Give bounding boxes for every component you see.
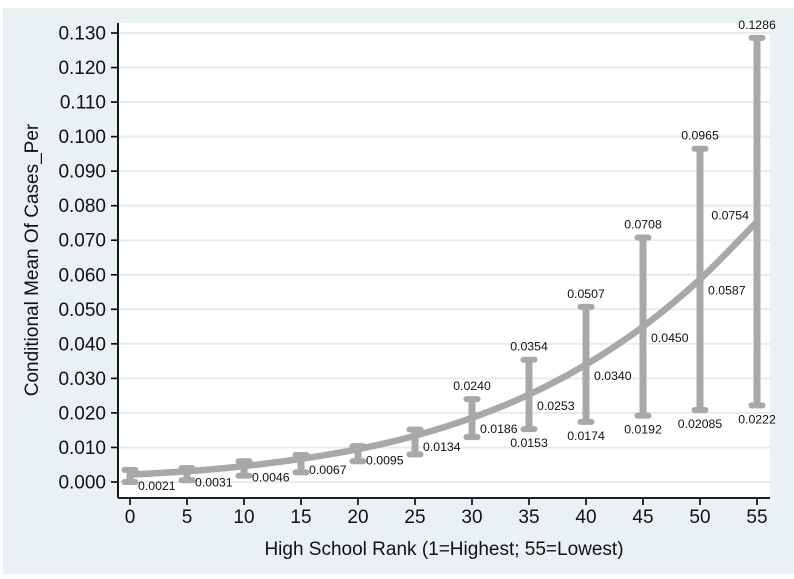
error-bar-cap [520, 426, 538, 433]
mean-value-label: 0.0450 [651, 331, 689, 345]
y-tick-label: 0.090 [58, 162, 106, 183]
y-tick-label: 0.130 [58, 24, 106, 45]
error-bar-cap [178, 477, 196, 484]
y-tick-label: 0.120 [58, 58, 106, 79]
x-tick-label: 55 [746, 507, 767, 528]
error-bar-cap [292, 469, 310, 476]
ci-upper-label: 0.0507 [567, 287, 605, 301]
ci-lower-label: 0.0153 [510, 436, 548, 450]
x-tick-label: 45 [632, 507, 653, 528]
error-bar-cap [577, 418, 595, 425]
y-axis-ticks: 0.000 0.010 0.020 0.030 0.040 0.050 0.060 0.070… [58, 24, 118, 494]
ci-upper-label: 0.0965 [681, 129, 719, 143]
mean-value-label: 0.0031 [195, 476, 233, 490]
ci-upper-label: 0.1286 [738, 18, 776, 32]
y-tick-label: 0.050 [58, 300, 106, 321]
y-tick-label: 0.080 [58, 196, 106, 217]
y-tick-label: 0.000 [58, 473, 106, 494]
y-tick-label: 0.020 [58, 403, 106, 424]
ci-upper-label: 0.0240 [453, 379, 491, 393]
mean-curve [126, 218, 761, 478]
y-tick-label: 0.070 [58, 231, 106, 252]
ci-lower-label: 0.0174 [567, 429, 605, 443]
x-tick-label: 15 [290, 507, 311, 528]
x-tick-label: 0 [125, 507, 136, 528]
error-bar-cap [520, 356, 538, 363]
mean-value-label: 0.0253 [537, 399, 575, 413]
x-tick-label: 20 [347, 507, 368, 528]
x-axis-title: High School Rank (1=Highest; 55=Lowest) [264, 539, 624, 560]
x-tick-label: 10 [233, 507, 254, 528]
y-tick-label: 0.100 [58, 127, 106, 148]
mean-value-label: 0.0134 [423, 440, 461, 454]
error-bar-cap [463, 434, 481, 441]
ci-upper-label: 0.0708 [624, 217, 662, 231]
error-bar-cap [463, 396, 481, 403]
mean-value-label: 0.0587 [708, 284, 746, 298]
y-tick-label: 0.060 [58, 265, 106, 286]
mean-value-label: 0.0021 [138, 479, 176, 493]
x-tick-label: 35 [518, 507, 539, 528]
x-tick-label: 50 [689, 507, 710, 528]
error-bar-cap [691, 406, 709, 413]
error-bar-cap [748, 34, 766, 41]
y-tick-label: 0.110 [60, 93, 106, 114]
error-bar-cap [577, 303, 595, 310]
error-bar-cap [406, 451, 424, 458]
ci-lower-label: 0.0222 [738, 412, 776, 426]
x-tick-label: 40 [575, 507, 596, 528]
error-bar-cap [691, 145, 709, 152]
mean-value-label: 0.0186 [480, 422, 518, 436]
y-tick-label: 0.010 [58, 438, 106, 459]
x-tick-label: 25 [404, 507, 425, 528]
mean-value-label: 0.0046 [252, 470, 290, 484]
x-tick-label: 5 [182, 507, 193, 528]
y-tick-label: 0.040 [58, 334, 106, 355]
error-bar-cap [121, 479, 139, 485]
mean-value-label: 0.0067 [309, 463, 347, 477]
ci-lower-label: 0.0192 [624, 423, 662, 437]
ci-upper-label: 0.0354 [510, 340, 548, 354]
error-bar-cap [634, 234, 652, 241]
value-labels: 0.0021 0.0031 0.0046 0.0067 0.0095 0.0134 0.01… [138, 18, 776, 493]
error-bar-cap [235, 472, 253, 479]
y-axis-title: Conditional Mean Of Cases_Per [22, 123, 43, 397]
error-bar-cap [634, 412, 652, 419]
error-bar-cap [406, 426, 424, 433]
x-tick-label: 30 [461, 507, 482, 528]
ci-lower-label: 0.02085 [678, 417, 723, 431]
y-tick-label: 0.030 [58, 369, 106, 390]
error-bar-cap [748, 402, 766, 409]
x-axis-ticks: 0 5 10 15 20 25 30 35 40 45 50 55 [125, 498, 768, 528]
gridlines [118, 32, 770, 483]
error-bar-cap [349, 458, 367, 465]
mean-value-label: 0.0754 [711, 209, 749, 223]
mean-value-label: 0.0340 [594, 369, 632, 383]
mean-value-label: 0.0095 [366, 453, 404, 467]
